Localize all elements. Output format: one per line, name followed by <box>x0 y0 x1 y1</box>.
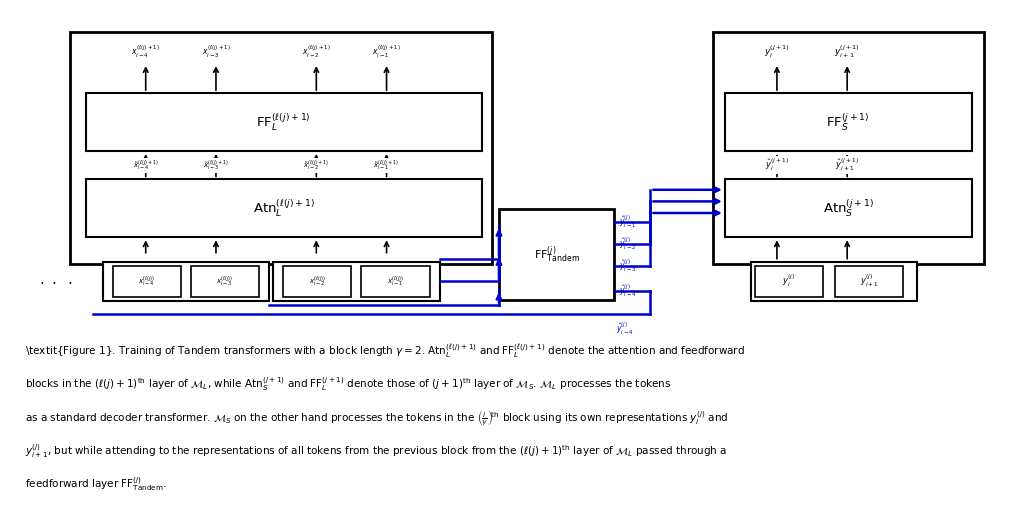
Text: $\mathrm{FF}_L^{(\ell(j)+1)}$: $\mathrm{FF}_L^{(\ell(j)+1)}$ <box>256 111 311 133</box>
Bar <box>190 266 259 297</box>
Text: $x_{i-2}^{(\ell(j)+1)}$: $x_{i-2}^{(\ell(j)+1)}$ <box>302 44 331 60</box>
Bar <box>836 266 903 297</box>
Bar <box>725 180 972 238</box>
Bar <box>273 262 439 301</box>
Bar <box>361 266 430 297</box>
Text: $\hat{y}_{i-3}^{(j)}$: $\hat{y}_{i-3}^{(j)}$ <box>620 258 637 274</box>
Text: feedforward layer $\mathrm{FF}_{\mathrm{Tandem}}^{(j)}$.: feedforward layer $\mathrm{FF}_{\mathrm{… <box>26 476 167 494</box>
Text: $\mathrm{FF}^{(j)}_{\mathrm{Tandem}}$: $\mathrm{FF}^{(j)}_{\mathrm{Tandem}}$ <box>534 244 580 265</box>
Text: $x_{i-1}^{(\ell(j))}$: $x_{i-1}^{(\ell(j))}$ <box>387 274 404 288</box>
Text: $x_{i-4}^{(\ell(j))}$: $x_{i-4}^{(\ell(j))}$ <box>138 274 156 288</box>
Text: $\tilde{x}_{i-4}^{(\ell(j)+1)}$: $\tilde{x}_{i-4}^{(\ell(j)+1)}$ <box>133 158 159 172</box>
Text: $\hat{y}_{i-1}^{(j)}$: $\hat{y}_{i-1}^{(j)}$ <box>620 214 637 230</box>
Text: $\hat{y}_i^{(j+1)}$: $\hat{y}_i^{(j+1)}$ <box>765 157 788 173</box>
Text: $\mathrm{Atn}_L^{(\ell(j)+1)}$: $\mathrm{Atn}_L^{(\ell(j)+1)}$ <box>253 198 314 219</box>
Text: $\tilde{x}_{i-1}^{(\ell(j)+1)}$: $\tilde{x}_{i-1}^{(\ell(j)+1)}$ <box>374 158 399 172</box>
Text: \textit{Figure 1}. Training of Tandem transformers with a block length $\gamma =: \textit{Figure 1}. Training of Tandem tr… <box>26 342 745 360</box>
Text: $x_{i-2}^{(\ell(j))}$: $x_{i-2}^{(\ell(j))}$ <box>308 274 326 288</box>
Bar <box>725 93 972 151</box>
Bar <box>751 262 918 301</box>
Bar <box>102 262 269 301</box>
Bar <box>284 266 351 297</box>
Text: blocks in the $(\ell(j) + 1)^{\mathrm{th}}$ layer of $\mathcal{M}_L$, while $\ma: blocks in the $(\ell(j) + 1)^{\mathrm{th… <box>26 376 672 393</box>
Text: $y_i^{(j)}$: $y_i^{(j)}$ <box>782 273 796 289</box>
Text: $\tilde{x}_{i-3}^{(\ell(j)+1)}$: $\tilde{x}_{i-3}^{(\ell(j)+1)}$ <box>203 158 229 172</box>
Text: $\hat{y}_{i+1}^{(j+1)}$: $\hat{y}_{i+1}^{(j+1)}$ <box>836 157 859 173</box>
Bar <box>755 266 823 297</box>
Bar <box>113 266 181 297</box>
Text: $\tilde{x}_{i-2}^{(\ell(j)+1)}$: $\tilde{x}_{i-2}^{(\ell(j)+1)}$ <box>303 158 330 172</box>
Text: $\mathrm{FF}_S^{(j+1)}$: $\mathrm{FF}_S^{(j+1)}$ <box>826 111 870 133</box>
Text: as a standard decoder transformer. $\mathcal{M}_S$ on the other hand processes t: as a standard decoder transformer. $\mat… <box>26 409 729 428</box>
Bar <box>713 32 984 264</box>
Text: $\hat{y}_{i-4}^{(j)}$: $\hat{y}_{i-4}^{(j)}$ <box>616 320 634 337</box>
Text: $\hat{y}_{i-4}^{(j)}$: $\hat{y}_{i-4}^{(j)}$ <box>620 283 637 300</box>
Text: $y_i^{(j+1)}$: $y_i^{(j+1)}$ <box>764 44 790 60</box>
Bar <box>85 93 482 151</box>
Text: $x_{i-4}^{(\ell(j)+1)}$: $x_{i-4}^{(\ell(j)+1)}$ <box>131 44 160 60</box>
Text: $x_{i-1}^{(\ell(j)+1)}$: $x_{i-1}^{(\ell(j)+1)}$ <box>373 44 400 60</box>
Text: $x_{i-3}^{(\ell(j))}$: $x_{i-3}^{(\ell(j))}$ <box>216 274 233 288</box>
Bar <box>85 180 482 238</box>
Text: $\hat{y}_{i-2}^{(j)}$: $\hat{y}_{i-2}^{(j)}$ <box>620 236 637 252</box>
Text: $\cdot\ \cdot\ \cdot$: $\cdot\ \cdot\ \cdot$ <box>39 274 73 289</box>
Text: $y_{i+1}^{(j)}$: $y_{i+1}^{(j)}$ <box>860 273 879 289</box>
Text: $x_{i-3}^{(\ell(j)+1)}$: $x_{i-3}^{(\ell(j)+1)}$ <box>202 44 230 60</box>
Bar <box>499 209 614 301</box>
Text: $y_{i+1}^{(j+1)}$: $y_{i+1}^{(j+1)}$ <box>835 44 860 60</box>
Text: $y_{i+1}^{(j)}$, but while attending to the representations of all tokens from t: $y_{i+1}^{(j)}$, but while attending to … <box>26 442 727 460</box>
Bar <box>71 32 492 264</box>
Text: $\mathrm{Atn}_S^{(j+1)}$: $\mathrm{Atn}_S^{(j+1)}$ <box>822 198 873 219</box>
